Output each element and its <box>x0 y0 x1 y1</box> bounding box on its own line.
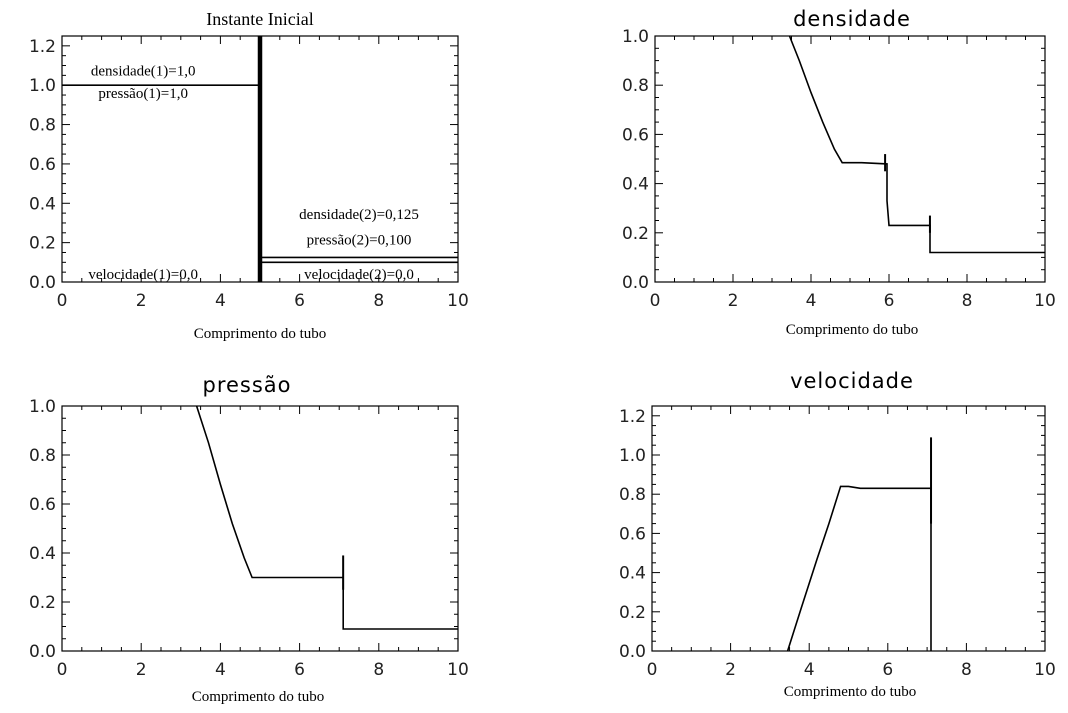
chart-title: pressão <box>202 373 291 397</box>
y-tick-label: 0.6 <box>29 155 56 175</box>
plot-frame <box>61 405 459 652</box>
y-tick-label: 0.8 <box>29 446 56 466</box>
y-tick-label: 0.0 <box>622 273 649 293</box>
annotation-pressao-1: pressão(1)=1,0 <box>98 86 188 102</box>
plot-frame <box>654 35 1046 283</box>
y-tick-label: 0.6 <box>29 495 56 515</box>
annotation-velocidade-2: velocidade(2)=0,0 <box>304 267 414 283</box>
y-tick-label: 0.2 <box>622 224 649 244</box>
x-tick-label: 6 <box>294 291 305 311</box>
y-tick-label: 0.2 <box>619 603 646 623</box>
x-tick-label: 4 <box>215 660 226 680</box>
x-axis-label: Comprimento do tubo <box>194 326 327 342</box>
x-tick-label: 2 <box>728 291 739 311</box>
x-axis-label: Comprimento do tubo <box>192 689 325 705</box>
y-tick-label: 1.0 <box>29 76 56 96</box>
chart-densidade: densidade Comprimento do tubo 0 2 4 6 8 10 0.0… <box>622 7 1056 338</box>
x-tick-label: 10 <box>1034 660 1056 680</box>
y-tick-label: 0.4 <box>622 175 649 195</box>
y-tick-label: 1.2 <box>619 407 646 427</box>
y-tick-label: 0.0 <box>29 273 56 293</box>
chart-title: densidade <box>793 7 911 31</box>
x-tick-label: 2 <box>136 291 147 311</box>
y-tick-label: 0.8 <box>619 485 646 505</box>
chart-title: velocidade <box>790 369 914 393</box>
y-tick-label: 0.2 <box>29 234 56 254</box>
annotation-densidade-1: densidade(1)=1,0 <box>91 63 196 79</box>
x-tick-label: 10 <box>1034 291 1056 311</box>
y-tick-label: 1.0 <box>29 397 56 417</box>
y-tick-label: 0.6 <box>622 125 649 145</box>
y-tick-label: 0.0 <box>619 642 646 662</box>
x-tick-label: 0 <box>57 291 68 311</box>
y-tick-label: 0.4 <box>29 194 56 214</box>
x-tick-label: 4 <box>804 660 815 680</box>
x-tick-label: 8 <box>373 660 384 680</box>
x-tick-label: 8 <box>373 291 384 311</box>
x-axis-label: Comprimento do tubo <box>786 322 919 338</box>
annotation-densidade-2: densidade(2)=0,125 <box>299 207 419 223</box>
series-line <box>786 485 932 652</box>
x-tick-label: 0 <box>650 291 661 311</box>
y-tick-label: 0.0 <box>29 642 56 662</box>
x-tick-label: 10 <box>447 660 469 680</box>
chart-instante-inicial: Instante Inicial Comprimento do tubo den… <box>29 9 469 342</box>
x-tick-label: 2 <box>725 660 736 680</box>
y-tick-label: 0.4 <box>29 544 56 564</box>
y-tick-label: 0.4 <box>619 564 646 584</box>
annotations: densidade(1)=1,0 pressão(1)=1,0 densidad… <box>88 63 418 283</box>
annotation-velocidade-1: velocidade(1)=0,0 <box>88 267 198 283</box>
series-line <box>195 405 458 630</box>
x-tick-label: 2 <box>136 660 147 680</box>
x-tick-label: 4 <box>806 291 817 311</box>
x-tick-label: 6 <box>884 291 895 311</box>
y-tick-label: 0.8 <box>29 116 56 136</box>
x-tick-label: 0 <box>57 660 68 680</box>
x-tick-label: 6 <box>882 660 893 680</box>
series-line <box>788 35 1045 254</box>
y-tick-label: 1.2 <box>29 37 56 57</box>
annotation-pressao-2: pressão(2)=0,100 <box>307 233 412 249</box>
x-axis-label: Comprimento do tubo <box>784 684 917 700</box>
y-tick-label: 0.6 <box>619 524 646 544</box>
chart-title: Instante Inicial <box>206 9 313 29</box>
x-tick-label: 8 <box>961 660 972 680</box>
plot-frame <box>651 405 1046 652</box>
y-tick-label: 1.0 <box>622 27 649 47</box>
chart-velocidade: velocidade Comprimento do tubo 0 2 4 6 8 10 0.… <box>619 369 1056 700</box>
x-tick-label: 0 <box>647 660 658 680</box>
y-tick-label: 1.0 <box>619 446 646 466</box>
y-tick-label: 0.8 <box>622 76 649 96</box>
x-tick-label: 4 <box>215 291 226 311</box>
y-tick-label: 0.2 <box>29 593 56 613</box>
chart-pressao: pressão Comprimento do tubo 0 2 4 6 8 10 0.0 0.… <box>29 373 469 705</box>
x-tick-label: 8 <box>962 291 973 311</box>
x-tick-label: 10 <box>447 291 469 311</box>
x-tick-label: 6 <box>294 660 305 680</box>
